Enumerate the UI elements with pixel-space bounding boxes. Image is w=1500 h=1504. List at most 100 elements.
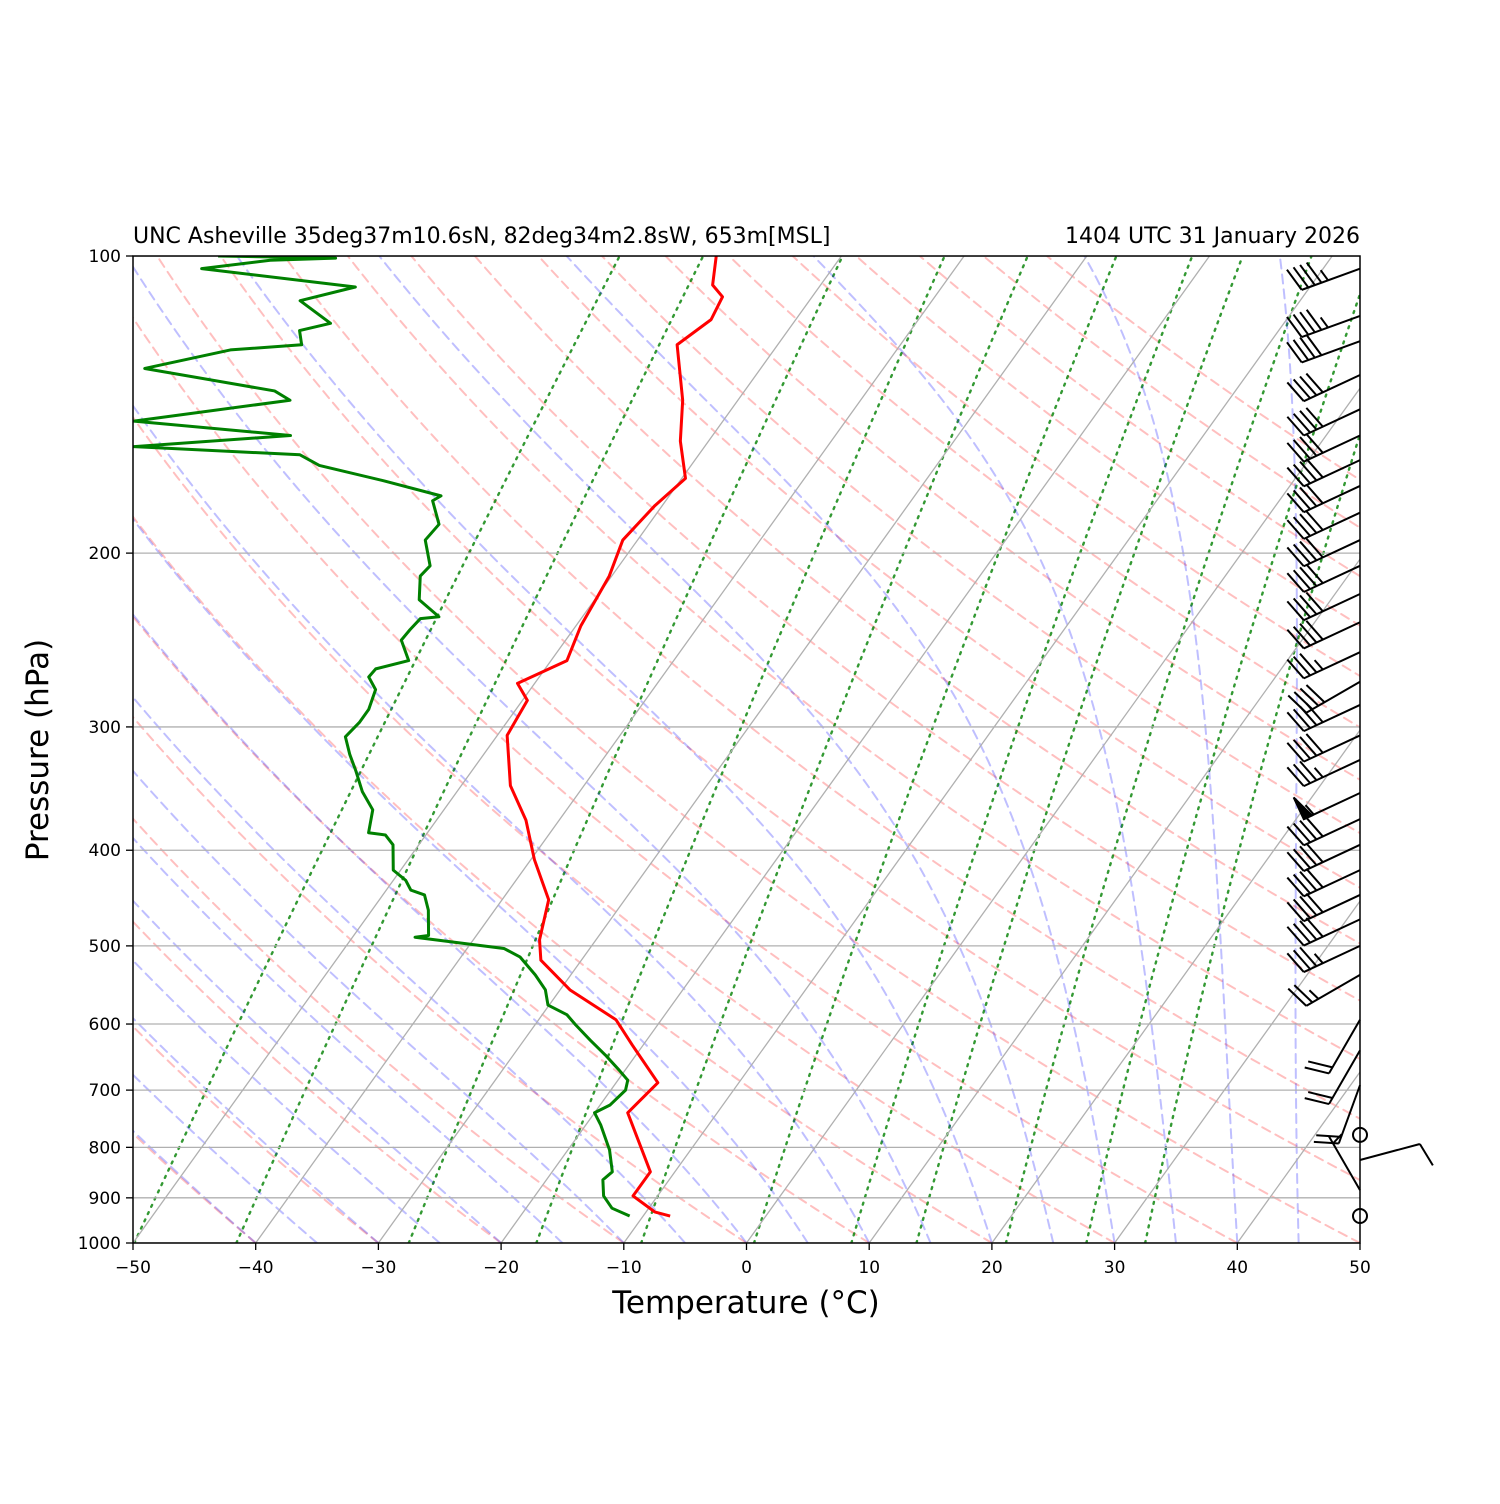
isotherm-grid-line [1114,899,1360,1243]
barb-full [1305,537,1324,559]
barb-full [1286,658,1305,680]
barb-full [1286,766,1305,787]
wind-barb [1352,1208,1368,1225]
isotherm-grid-line [623,256,1333,1243]
x-tick-label: −20 [483,1258,519,1278]
barb-full [1316,1134,1342,1138]
barb-full [1299,946,1318,967]
y-axis-label: Pressure (hPa) [20,639,56,861]
barb-staff [1303,944,1361,973]
barb-full [1299,513,1318,534]
barb-full [1292,378,1311,399]
isotherm-grid-line [991,729,1360,1243]
dry-adiabat [600,256,1360,835]
barb-full [1286,600,1305,621]
barb-full [1286,742,1305,763]
dry-adiabat [133,515,993,1243]
barb-staff [1359,1143,1421,1161]
barb-full [1299,540,1318,562]
barb-full [1305,702,1324,723]
wind-barb [1286,868,1361,898]
barb-full [1286,851,1305,872]
barb-full [1292,339,1310,361]
barb-half [1313,659,1324,671]
barb-full [1299,375,1318,396]
sounding-line [133,256,631,1218]
barb-full [1299,623,1318,644]
y-tick-label: 400 [89,841,121,861]
barb-full [1299,594,1318,615]
barb-staff [1303,485,1361,514]
barb-full [1305,892,1324,913]
wind-barb [1286,651,1361,680]
wind-barb [1328,1133,1361,1191]
barb-full [1286,546,1305,567]
barb-full [1307,1060,1333,1069]
isotherm-grid-line [255,256,965,1243]
barb-full [1299,687,1320,707]
x-tick-label: 0 [741,1258,752,1278]
barb-full [1299,311,1316,333]
barb-full [1292,949,1311,970]
barb-full [1286,269,1303,291]
barb-half [1319,269,1329,281]
barb-full [1299,736,1318,757]
barb-full [1292,822,1311,844]
mixing-ratio [752,256,1118,1243]
wind-barb [1304,1019,1361,1075]
barb-full [1292,463,1311,485]
barb-full [1299,336,1316,359]
barb-full [1305,563,1324,584]
barb-full [1299,436,1318,457]
barb-staff [1328,1135,1361,1191]
barb-staff [1303,621,1361,650]
barb-full [1286,442,1305,463]
barb-full [1286,926,1305,947]
barb-full [1305,620,1324,641]
barb-full [1292,923,1311,944]
barb-full [1299,819,1318,841]
calm-circle [1352,1208,1368,1225]
dry-adiabat [133,817,625,1243]
barb-full [1286,492,1305,513]
barb-half [1304,804,1315,816]
x-tick-label: −50 [115,1258,151,1278]
barb-staff [1303,593,1361,622]
barb-staff [1328,1019,1361,1074]
wind-barb [1313,1084,1361,1145]
barb-full [1305,842,1324,863]
x-tick-label: −40 [238,1258,274,1278]
barb-half [1308,989,1320,1000]
barb-full [1292,708,1311,729]
y-tick-label: 300 [89,718,121,738]
isotherm-grid-line [868,558,1360,1243]
dry-adiabat [133,715,748,1243]
x-tick-label: −30 [360,1258,396,1278]
x-tick-label: 10 [858,1258,880,1278]
dry-adiabat [918,256,1360,578]
wind-barb [1287,974,1361,1007]
barb-full [1287,987,1307,1007]
barb-staff [1303,651,1361,680]
wind-barbs [1286,261,1434,1225]
grid [133,256,1360,1243]
wind-barb [1286,620,1361,650]
barb-staff [1337,1084,1361,1144]
barb-full [1286,381,1305,402]
barb-full [1286,519,1305,540]
wind-barb [1286,917,1361,947]
barb-full [1299,705,1318,726]
barb-staff [1303,759,1361,788]
barb-full [1299,920,1318,941]
barb-staff [1303,818,1361,847]
barb-full [1305,261,1323,284]
barb-full [1304,1097,1330,1106]
wind-barb [1286,944,1361,973]
isotherm-grid-line [1236,1070,1360,1243]
dry-adiabat [283,256,1360,1120]
mixing-ratio [640,256,1029,1243]
barb-staff [1303,734,1361,763]
barb-full [1292,543,1311,564]
moist-adiabat [133,769,625,1243]
